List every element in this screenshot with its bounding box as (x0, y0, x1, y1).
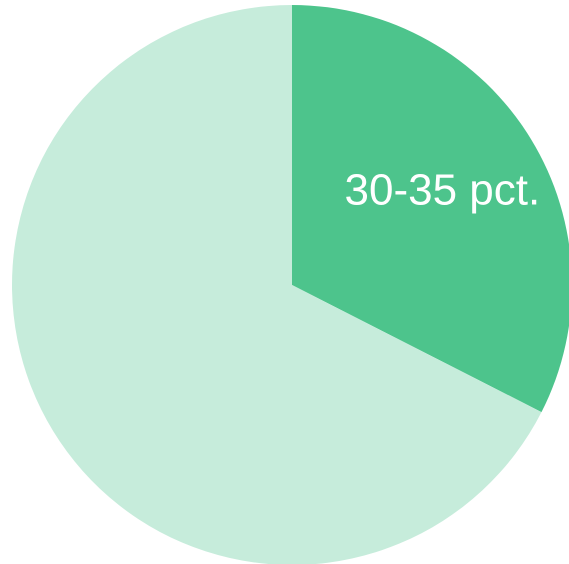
pie-slice-0 (292, 5, 569, 413)
pie-slices (12, 5, 569, 564)
pie-slice-label-0: 30-35 pct. (345, 165, 541, 214)
pie-labels: 30-35 pct. (345, 165, 541, 214)
pie-slice-1 (12, 5, 542, 564)
